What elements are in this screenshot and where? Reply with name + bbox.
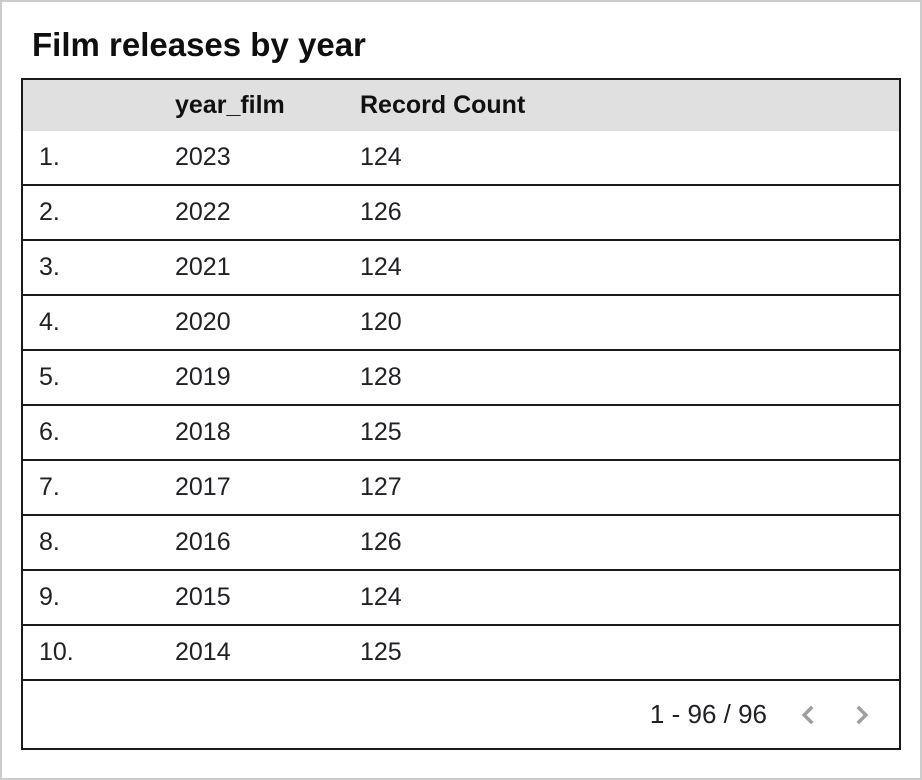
data-table: year_film Record Count 1. 2023 124 2. 20…: [21, 78, 901, 750]
record-count-value: 120: [360, 308, 402, 336]
page-title: Film releases by year: [32, 26, 366, 63]
header-year-film[interactable]: year_film: [175, 91, 285, 119]
header-record-count[interactable]: Record Count: [360, 91, 526, 119]
year-film-value: 2022: [175, 198, 231, 226]
table-row: 6. 2018 125: [23, 406, 899, 461]
previous-page-button[interactable]: [787, 693, 831, 737]
record-count-value: 126: [360, 198, 402, 226]
pagination-range: 1 - 96 / 96: [649, 699, 767, 729]
year-film-value: 2021: [175, 253, 231, 281]
year-film-value: 2020: [175, 308, 231, 336]
record-count-value: 124: [360, 583, 402, 611]
table-row: 4. 2020 120: [23, 296, 899, 351]
row-index: 1.: [39, 143, 60, 171]
record-count-value: 128: [360, 363, 402, 391]
table-row: 5. 2019 128: [23, 351, 899, 406]
row-index: 4.: [39, 308, 60, 336]
table-row: 10. 2014 125: [23, 626, 899, 681]
row-index: 5.: [39, 363, 60, 391]
table-row: 9. 2015 124: [23, 571, 899, 626]
record-count-value: 125: [360, 418, 402, 446]
row-index: 3.: [39, 253, 60, 281]
row-index: 8.: [39, 528, 60, 556]
next-page-button[interactable]: [839, 693, 883, 737]
year-film-value: 2019: [175, 363, 231, 391]
table-row: 2. 2022 126: [23, 186, 899, 241]
record-count-value: 126: [360, 528, 402, 556]
chevron-left-icon: [796, 700, 822, 730]
year-film-value: 2018: [175, 418, 231, 446]
record-count-value: 125: [360, 638, 402, 666]
record-count-value: 124: [360, 253, 402, 281]
table-row: 7. 2017 127: [23, 461, 899, 516]
record-count-value: 127: [360, 473, 402, 501]
pagination-bar: 1 - 96 / 96: [23, 681, 899, 748]
row-index: 9.: [39, 583, 60, 611]
year-film-value: 2023: [175, 143, 231, 171]
table-row: 3. 2021 124: [23, 241, 899, 296]
row-index: 7.: [39, 473, 60, 501]
chevron-right-icon: [848, 700, 874, 730]
year-film-value: 2014: [175, 638, 231, 666]
year-film-value: 2016: [175, 528, 231, 556]
table-row: 1. 2023 124: [23, 131, 899, 186]
table-header-row: year_film Record Count: [23, 80, 899, 131]
year-film-value: 2017: [175, 473, 231, 501]
table-row: 8. 2016 126: [23, 516, 899, 571]
row-index: 10.: [39, 638, 74, 666]
table-body: 1. 2023 124 2. 2022 126 3. 2021 124 4. 2…: [23, 131, 899, 681]
row-index: 2.: [39, 198, 60, 226]
year-film-value: 2015: [175, 583, 231, 611]
record-count-value: 124: [360, 143, 402, 171]
row-index: 6.: [39, 418, 60, 446]
